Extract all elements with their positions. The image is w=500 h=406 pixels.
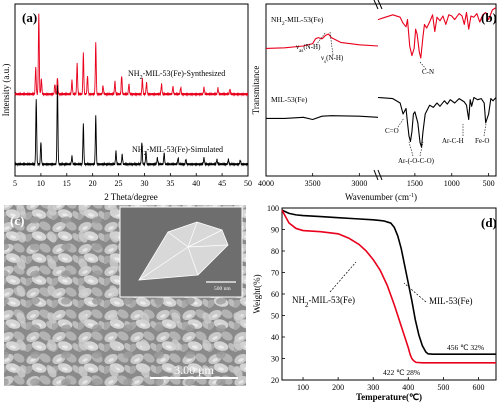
panel-b-arrow-feo: [483, 123, 487, 137]
panel-a-x-ticks: 5 10 15 20 25 30 35 40 45 50: [13, 173, 252, 188]
panel-b-arch: Ar-C-H: [442, 137, 464, 145]
panel-a-label-simulated: NH2-MIL-53(Fe)-Simulated: [132, 145, 223, 157]
panel-b-label-nh2: NH2-MIL-53(Fe): [271, 15, 324, 27]
x-tick-label: 15: [63, 179, 71, 188]
x-tick-label: 600: [472, 383, 484, 392]
ftir-series-nh2-seg0: [265, 33, 379, 49]
ftir-series-mil53-seg1: [377, 96, 497, 148]
panel-b-arrow-co: [397, 117, 405, 128]
panel-d-series: [281, 209, 496, 364]
y-tick-label: 90: [271, 226, 279, 235]
panel-b-cn: C-N: [422, 68, 434, 76]
ftir-series-mil53-seg0: [266, 115, 379, 121]
panel-b-aroco: Ar-(-O-C-O): [398, 157, 435, 165]
x-tick-label: 100: [297, 383, 309, 392]
panel-b-xlabel: Wavenumber (cm-1): [345, 192, 417, 202]
panel-a-xlabel: 2 Theta/degree: [104, 192, 158, 202]
y-tick-label: 30: [271, 355, 279, 364]
x-tick-label: 30: [140, 179, 148, 188]
x-tick-label: 3500: [305, 179, 321, 188]
panel-b: 4000 3500 3000 1500 1000 500 (b) NH2-MIL-53(F…: [251, 0, 497, 202]
panel-d-t1: 456 ℃ 32%: [447, 343, 484, 352]
panel-a-series: [14, 13, 249, 167]
y-tick-label: 80: [271, 247, 279, 256]
panel-b-arrow-aroco-1: [408, 141, 414, 157]
panel-d-xlabel: Temperature(℃): [356, 392, 422, 402]
x-tick-label: 5: [13, 179, 17, 188]
x-tick-label: 10: [37, 179, 45, 188]
x-tick-label: 50: [244, 179, 252, 188]
panel-b-axis-break: [373, 0, 383, 181]
panel-b-letter: (b): [481, 10, 497, 25]
sem-scale-text: 3.00 μm: [174, 363, 214, 377]
panel-d-ylabel: Weight(%): [252, 274, 262, 313]
panel-b-label-mil: MIL-53(Fe): [271, 95, 308, 104]
panel-a-frame: [14, 3, 249, 177]
panel-b-co: C=O: [385, 127, 399, 135]
tga-series-mil53: [281, 209, 496, 356]
ftir-series-nh2-seg1: [377, 7, 497, 59]
x-tick-label: 40: [192, 179, 200, 188]
panel-d-x-ticks: 100 200 300 400 500 600: [297, 377, 484, 392]
panel-a-ylabel: Intensity (a.u.): [1, 64, 11, 117]
panel-d-arrow-mil53: [403, 282, 427, 303]
y-tick-label: 50: [271, 312, 279, 321]
xrd-series-synthesized: [14, 13, 249, 97]
panel-c-letter: (c): [10, 213, 24, 228]
panel-b-series: [265, 7, 497, 148]
panel-b-arrow-vas: [315, 31, 327, 46]
x-tick-label: 300: [367, 383, 379, 392]
tga-series-nh2: [281, 209, 496, 364]
panel-b-arrow-aroco-2: [419, 141, 424, 157]
y-tick-label: 40: [271, 333, 279, 342]
x-tick-label: 45: [218, 179, 226, 188]
panel-a: 5 10 15 20 25 30 35 40 45 50 (a) NH2-MIL-53(Fe)-S…: [1, 3, 252, 202]
sem-inset-edge-3: [187, 221, 223, 248]
panel-d-arrow-nh2: [329, 261, 357, 293]
x-tick-label: 35: [166, 179, 174, 188]
panel-d: 100 200 300 400 500 600 20 30 40 50 60 70 80 90 100 (…: [252, 204, 497, 402]
panel-c: 500 nm (c) 3.00 μm: [4, 205, 246, 386]
panel-b-ylabel: Transmitance: [251, 66, 261, 115]
x-tick-label: 1000: [444, 179, 460, 188]
panel-d-letter: (d): [481, 215, 497, 230]
panel-d-label-mil53: MIL-53(Fe): [429, 296, 473, 306]
panel-b-arrow-vs: [329, 31, 334, 56]
panel-a-letter: (a): [22, 10, 37, 25]
panel-b-feo: Fe-O: [475, 137, 489, 145]
y-tick-label: 20: [271, 376, 279, 385]
x-tick-label: 3000: [351, 179, 367, 188]
x-tick-label: 500: [483, 179, 495, 188]
y-tick-label: 70: [271, 269, 279, 278]
x-tick-label: 400: [402, 383, 414, 392]
sem-inset-scale-text: 500 nm: [214, 286, 231, 292]
panel-d-label-nh2: NH2-MIL-53(Fe): [292, 295, 355, 309]
panel-b-vs-nh: νs(N-H): [321, 54, 344, 65]
xrd-series-simulated: [14, 85, 249, 167]
y-tick-label: 100: [267, 204, 279, 213]
panel-b-x-ticks: 4000 3500 3000 1500 1000 500: [258, 173, 495, 188]
x-tick-label: 25: [115, 179, 123, 188]
x-tick-label: 500: [437, 383, 449, 392]
x-tick-label: 200: [332, 383, 344, 392]
x-tick-label: 20: [89, 179, 97, 188]
x-tick-label: 1500: [407, 179, 423, 188]
x-tick-label: 4000: [258, 179, 274, 188]
panel-d-y-ticks: 20 30 40 50 60 70 80 90 100: [267, 204, 285, 385]
panel-d-t2: 422 ℃ 28%: [383, 368, 420, 377]
panel-b-vas-nh: νas(N-H): [296, 43, 321, 54]
y-tick-label: 60: [271, 290, 279, 299]
panel-b-frame: [265, 3, 497, 177]
